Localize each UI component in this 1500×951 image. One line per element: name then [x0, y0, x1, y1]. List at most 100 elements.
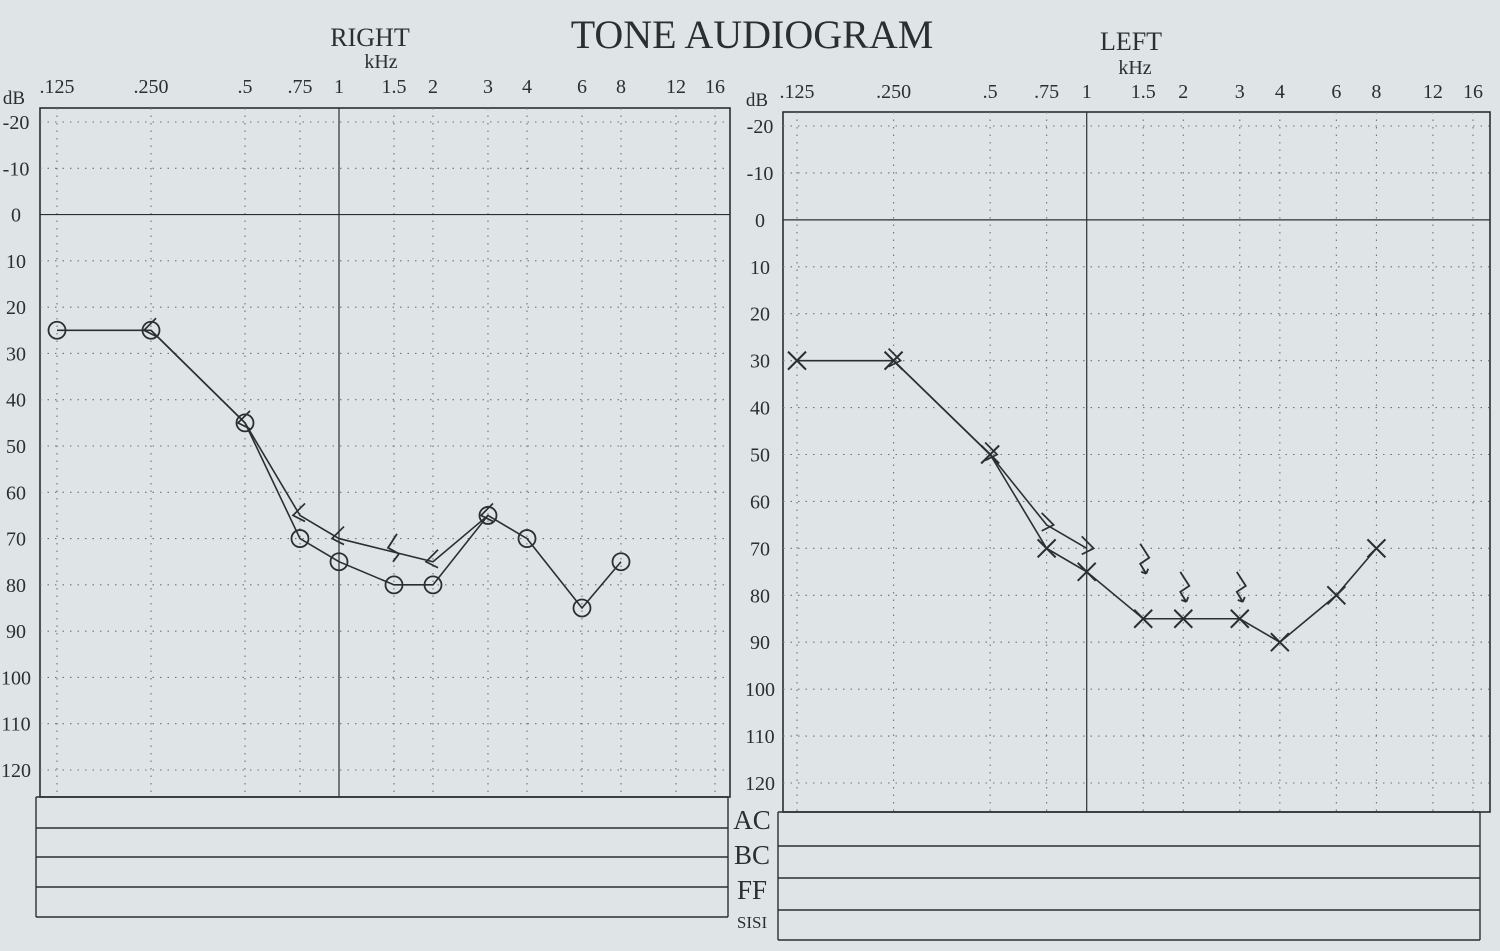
right-arrow-mark — [386, 533, 400, 563]
right-bracket-marker — [291, 502, 306, 523]
right-y-tick-label: 50 — [6, 436, 26, 458]
right-bracket-marker — [142, 317, 157, 338]
right-y-tick-label: 0 — [11, 205, 21, 227]
right-circle-marker — [478, 506, 498, 525]
left-x-tick-label: 16 — [1463, 81, 1483, 103]
right-x-tick-label: 3 — [483, 76, 493, 98]
right-y-tick-label: 70 — [6, 529, 26, 551]
left-y-tick-label: 30 — [750, 351, 770, 373]
right-circle-marker — [329, 552, 349, 572]
left-cross-marker — [1077, 562, 1097, 582]
left-x-tick-label: .125 — [780, 81, 815, 103]
right-y-tick-label: -10 — [3, 158, 30, 180]
right-y-tick-label: 90 — [6, 621, 26, 643]
left-cross-marker — [1133, 609, 1153, 629]
left-x-tick-label: 4 — [1275, 81, 1285, 103]
left-x-tick-label: .75 — [1034, 81, 1059, 103]
right-x-tick-label: 8 — [616, 76, 626, 98]
right-circle-marker — [235, 413, 255, 433]
right-x-tick-label: 12 — [666, 76, 686, 98]
right-y-tick-label: 30 — [6, 343, 26, 365]
right-y-tick-label: 110 — [1, 714, 30, 736]
right-y-tick-label: 40 — [6, 390, 26, 412]
left-ear-chart: .125 .250 .5 .75 1 1.5 2 3 4 6 8 12 16 -20 -10 0 10 20 30 4… — [745, 81, 1491, 941]
left-y-tick-label: 100 — [745, 679, 775, 701]
left-bracket-marker — [1041, 512, 1056, 532]
left-x-tick-label: 8 — [1371, 81, 1381, 103]
left-db-unit: dB — [746, 90, 768, 111]
right-x-tick-label: 4 — [522, 76, 532, 98]
left-cross-marker — [1270, 632, 1290, 652]
left-x-tick-label: .250 — [876, 81, 911, 103]
right-y-tick-label: 120 — [1, 760, 31, 782]
right-circle-marker — [611, 552, 631, 572]
right-circle-marker — [517, 529, 537, 548]
left-arrow-mark — [1179, 571, 1191, 603]
left-cross-marker — [787, 350, 807, 371]
table-row-label-sisi: SISI — [737, 913, 768, 932]
left-cross-marker — [1366, 538, 1387, 559]
left-y-tick-label: 0 — [755, 210, 765, 232]
table-row-label-bc: BC — [734, 840, 770, 870]
right-x-tick-label: .250 — [134, 76, 169, 98]
left-y-tick-label: 110 — [745, 726, 774, 748]
left-bracket-marker — [887, 348, 903, 368]
right-db-unit: dB — [3, 88, 25, 109]
right-x-tick-label: .75 — [287, 76, 312, 98]
right-x-tick-label: 6 — [577, 76, 587, 98]
left-x-tick-label: .5 — [983, 81, 998, 103]
right-khz-unit: kHz — [364, 51, 397, 73]
left-arrow-mark — [1138, 543, 1151, 575]
table-row-label-ac: AC — [733, 805, 771, 835]
left-y-tick-label: -10 — [747, 163, 774, 185]
left-x-tick-label: 1.5 — [1131, 81, 1156, 103]
right-bracket-marker — [479, 502, 494, 523]
left-y-tick-label: 120 — [745, 773, 775, 795]
right-x-tick-label: 16 — [705, 76, 725, 98]
right-ear-label: RIGHT — [330, 23, 410, 52]
right-circle-marker — [572, 598, 592, 618]
right-circle-marker — [384, 575, 404, 595]
right-x-tick-label: 2 — [428, 76, 438, 98]
left-y-tick-label: 90 — [750, 632, 770, 654]
right-plot-frame — [39, 107, 731, 798]
left-y-tick-label: 10 — [750, 257, 770, 279]
right-circle-marker — [141, 320, 161, 340]
left-x-tick-label: 3 — [1235, 81, 1245, 103]
right-y-tick-label: 20 — [6, 297, 26, 319]
right-circle-marker — [47, 320, 67, 340]
right-y-tick-label: -20 — [3, 112, 30, 134]
left-cross-marker — [1230, 609, 1250, 629]
right-x-tick-label: .125 — [40, 76, 75, 98]
left-series-bracket-line — [893, 360, 1088, 550]
left-bracket-marker — [1081, 535, 1096, 556]
right-y-tick-label: 80 — [6, 575, 26, 597]
right-x-tick-label: 1.5 — [381, 76, 406, 98]
right-circle-marker — [290, 529, 310, 548]
left-cross-marker — [1036, 538, 1057, 559]
left-y-tick-label: 20 — [750, 304, 770, 326]
left-y-tick-label: 60 — [750, 491, 770, 513]
right-y-tick-label: 10 — [6, 251, 26, 273]
table-row-label-ff: FF — [737, 875, 767, 905]
left-y-tick-label: 50 — [750, 445, 770, 467]
right-bracket-marker — [330, 525, 345, 546]
left-cross-marker — [1326, 585, 1347, 605]
left-plot-frame — [782, 111, 1491, 813]
left-y-tick-label: -20 — [747, 116, 774, 138]
right-bracket-marker — [236, 410, 251, 430]
left-x-tick-label: 12 — [1423, 81, 1443, 103]
right-y-tick-label: 60 — [6, 482, 26, 504]
left-y-tick-label: 70 — [750, 538, 770, 560]
left-ear-label: LEFT — [1100, 27, 1162, 56]
left-x-tick-label: 6 — [1331, 81, 1341, 103]
left-x-tick-label: 2 — [1178, 81, 1188, 103]
left-khz-unit: kHz — [1118, 57, 1151, 79]
left-y-tick-label: 80 — [750, 585, 770, 607]
right-x-tick-label: 1 — [334, 76, 344, 98]
right-bracket-marker — [424, 549, 439, 569]
right-x-tick-label: .5 — [238, 76, 253, 98]
right-ear-chart: .125 .250 .5 .75 1 1.5 2 3 4 6 8 12 16 -20 -10 0 10 20 30 4… — [1, 76, 731, 918]
